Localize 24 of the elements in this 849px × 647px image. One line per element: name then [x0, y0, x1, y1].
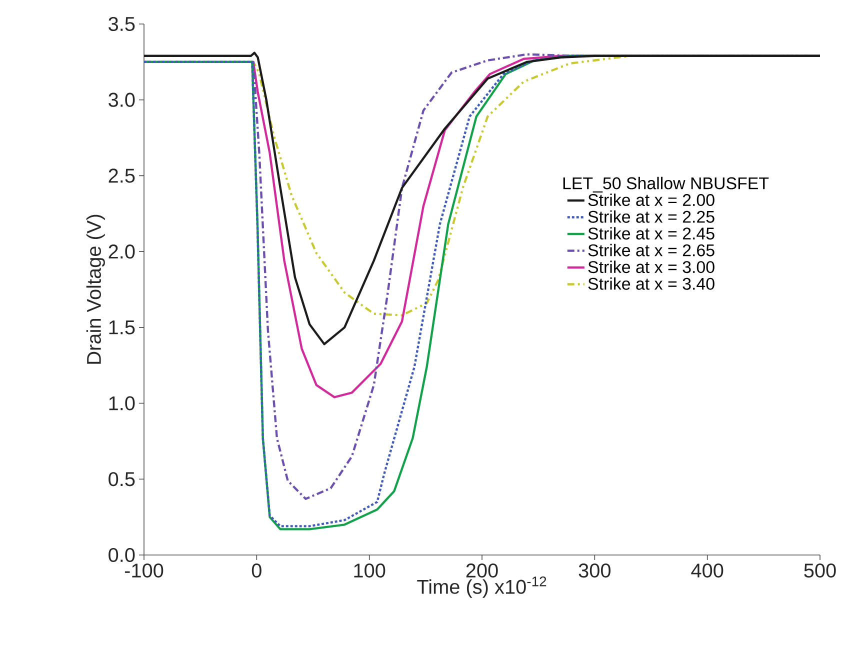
y-axis-title: Drain Voltage (V)	[86, 214, 105, 364]
x-tick-label: 100	[354, 564, 386, 578]
x-tick-label: -100	[124, 564, 164, 578]
y-tick-label: 3.0	[108, 92, 135, 107]
x-tick-label: 400	[691, 564, 724, 578]
y-tick-label: 0.5	[108, 472, 135, 486]
legend-label: Strike at x = 3.40	[588, 277, 714, 290]
y-tick-label: 1.0	[109, 396, 135, 410]
legend-label: Strike at x = 2.00	[588, 194, 714, 206]
x-tick-label: 500	[804, 564, 836, 578]
legend-title: LET_50 Shallow NBUSFET	[563, 176, 769, 192]
y-tick-label: 2.5	[108, 168, 135, 183]
x-tick-label: 200	[466, 564, 498, 578]
legend-label: Strike at x = 2.25	[588, 210, 714, 223]
x-tick-label: 0	[252, 564, 262, 578]
y-tick-label: 0.0	[108, 548, 135, 562]
y-tick-label: 1.5	[109, 320, 135, 334]
x-tick-label: 300	[578, 564, 611, 578]
legend-label: Strike at x = 2.45	[588, 227, 714, 240]
y-tick-label: 3.5	[108, 16, 135, 32]
legend-label: Strike at x = 2.65	[588, 244, 714, 256]
legend-label: Strike at x = 3.00	[588, 260, 714, 274]
y-tick-label: 2.0	[108, 244, 135, 259]
x-axis-title: Time (s) x10$^{-12}$	[417, 576, 546, 598]
